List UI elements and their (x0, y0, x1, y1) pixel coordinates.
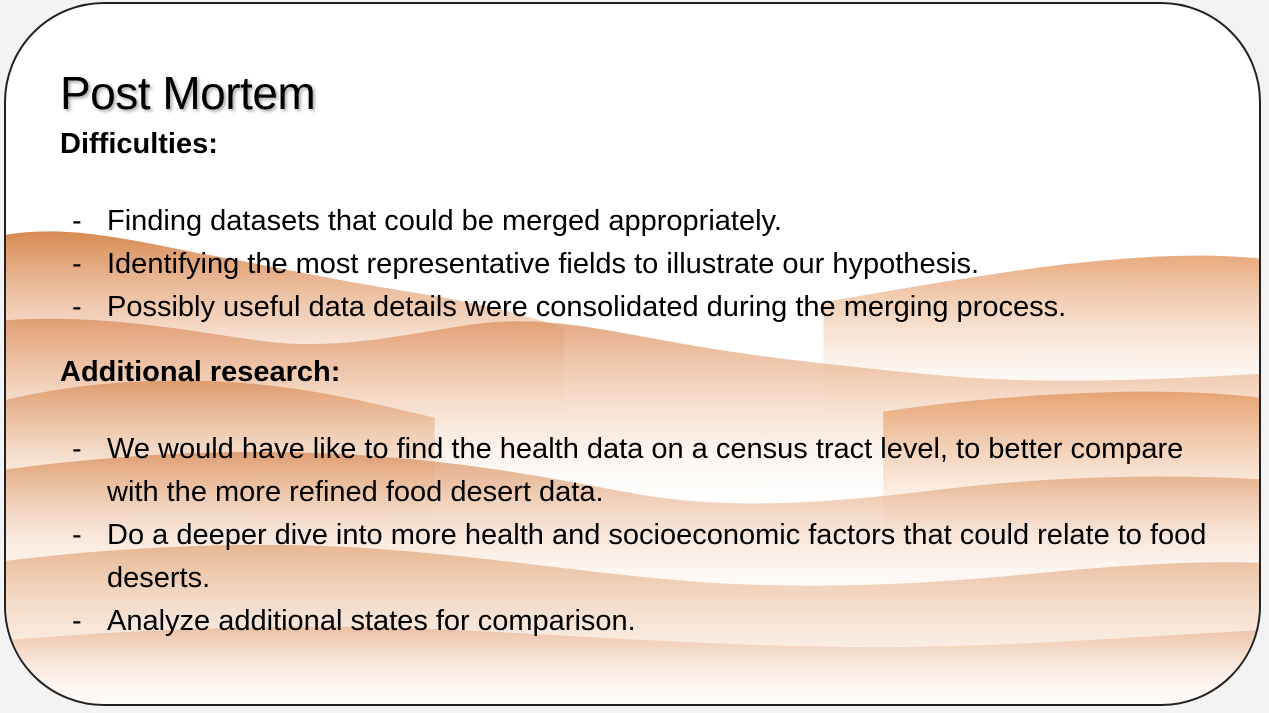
list-item: - We would have like to find the health d… (6, 428, 1217, 514)
list-item-text: Do a deeper dive into more health and so… (107, 519, 1207, 594)
bullet-dash: - (72, 291, 82, 323)
bullet-dash: - (72, 433, 82, 465)
list-item: - Possibly useful data details were conso… (6, 286, 1217, 329)
slide-title: Post Mortem (60, 67, 316, 119)
list-item-text: Identifying the most representative fiel… (107, 248, 980, 280)
slide-content: Post Mortem Difficulties: - Finding datas… (6, 4, 1259, 704)
difficulties-heading: Difficulties: (60, 128, 218, 160)
list-item-text: Analyze additional states for comparison… (107, 605, 636, 637)
list-item: - Finding datasets that could be merged a… (6, 200, 1217, 243)
list-item-text: We would have like to find the health da… (107, 433, 1184, 508)
difficulties-list: - Finding datasets that could be merged a… (6, 200, 1217, 329)
bullet-dash: - (72, 248, 82, 280)
list-item: - Do a deeper dive into more health and s… (6, 514, 1217, 600)
list-item: - Identifying the most representative fie… (6, 243, 1217, 286)
slide-card: Post Mortem Difficulties: - Finding datas… (4, 2, 1261, 706)
list-item: - Analyze additional states for compariso… (6, 600, 1217, 643)
additional-research-heading: Additional research: (60, 356, 341, 388)
bullet-dash: - (72, 519, 82, 551)
bullet-dash: - (72, 205, 82, 237)
list-item-text: Finding datasets that could be merged ap… (107, 205, 782, 237)
bullet-dash: - (72, 605, 82, 637)
list-item-text: Possibly useful data details were consol… (107, 291, 1067, 323)
additional-research-list: - We would have like to find the health d… (6, 428, 1217, 643)
mountain-background (6, 231, 1259, 704)
